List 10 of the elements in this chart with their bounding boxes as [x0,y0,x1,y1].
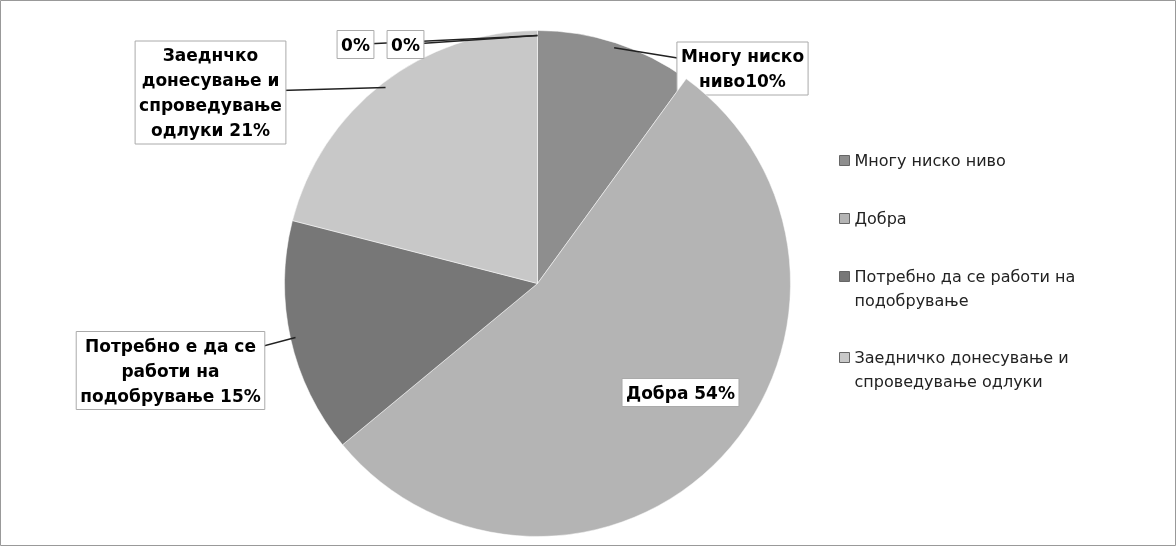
legend-label: Многу ниско ниво [854,150,1006,170]
data-label: Заеднчко донесување и спроведување одлуки 21% [139,45,282,140]
legend-label: Потребно да се работи на подобрување [854,266,1076,311]
data-label: Многу ниско ниво10% [680,46,805,91]
text: 0% [341,34,370,55]
text: 0% [391,34,420,55]
legend-label: Заедничко донесување и спроведување одлуки [854,347,1069,392]
data-label: Потребно е да се работи на подобрување 15% [80,335,261,406]
data-label: Добра 54% [626,382,735,403]
legend-label: Добра [854,208,907,228]
